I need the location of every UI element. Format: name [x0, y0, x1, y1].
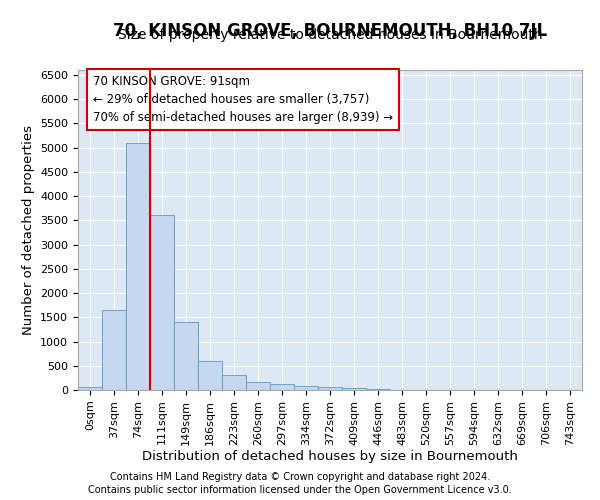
Bar [78, 386, 102, 390]
X-axis label: Distribution of detached houses by size in Bournemouth: Distribution of detached houses by size … [142, 450, 518, 464]
Bar [342, 388, 366, 390]
Bar [102, 310, 126, 390]
Bar [246, 382, 270, 390]
Title: Size of property relative to detached houses in Bournemouth: Size of property relative to detached ho… [118, 28, 542, 42]
Text: 70 KINSON GROVE: 91sqm
← 29% of detached houses are smaller (3,757)
70% of semi-: 70 KINSON GROVE: 91sqm ← 29% of detached… [93, 75, 393, 124]
Bar [222, 376, 246, 390]
Text: 70, KINSON GROVE, BOURNEMOUTH, BH10 7JL: 70, KINSON GROVE, BOURNEMOUTH, BH10 7JL [113, 22, 547, 40]
Bar [318, 387, 342, 390]
Bar [366, 388, 390, 390]
Bar [198, 361, 222, 390]
Bar [150, 216, 174, 390]
Bar [126, 142, 150, 390]
Bar [270, 384, 294, 390]
Bar [174, 322, 198, 390]
Bar [294, 386, 318, 390]
Y-axis label: Number of detached properties: Number of detached properties [22, 125, 35, 335]
Text: Contains public sector information licensed under the Open Government Licence v3: Contains public sector information licen… [88, 485, 512, 495]
Text: Contains HM Land Registry data © Crown copyright and database right 2024.: Contains HM Land Registry data © Crown c… [110, 472, 490, 482]
